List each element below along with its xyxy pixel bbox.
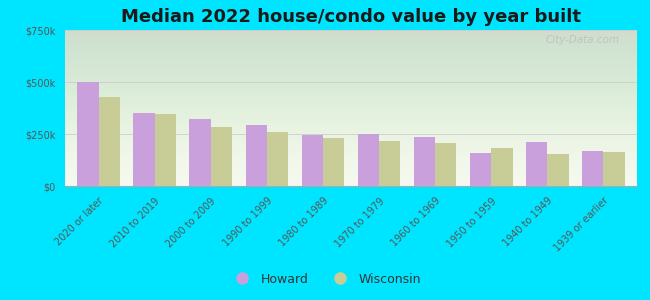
Bar	[155, 114, 176, 186]
Bar	[323, 138, 345, 186]
Bar	[379, 141, 400, 186]
Bar	[190, 119, 211, 186]
Bar	[470, 153, 491, 186]
Bar	[358, 134, 379, 186]
Bar	[211, 127, 232, 186]
Bar	[582, 151, 603, 186]
Bar	[491, 148, 512, 186]
Bar	[547, 154, 569, 186]
Bar	[414, 137, 435, 186]
Bar	[435, 143, 456, 186]
Bar	[603, 152, 625, 186]
Bar	[246, 124, 267, 186]
Bar	[99, 97, 120, 186]
Text: City-Data.com: City-Data.com	[546, 35, 620, 45]
Bar	[77, 82, 99, 186]
Title: Median 2022 house/condo value by year built: Median 2022 house/condo value by year bu…	[121, 8, 581, 26]
Bar	[526, 142, 547, 186]
Bar	[133, 113, 155, 186]
Legend: Howard, Wisconsin: Howard, Wisconsin	[224, 268, 426, 291]
Bar	[267, 132, 288, 186]
Bar	[302, 135, 323, 186]
